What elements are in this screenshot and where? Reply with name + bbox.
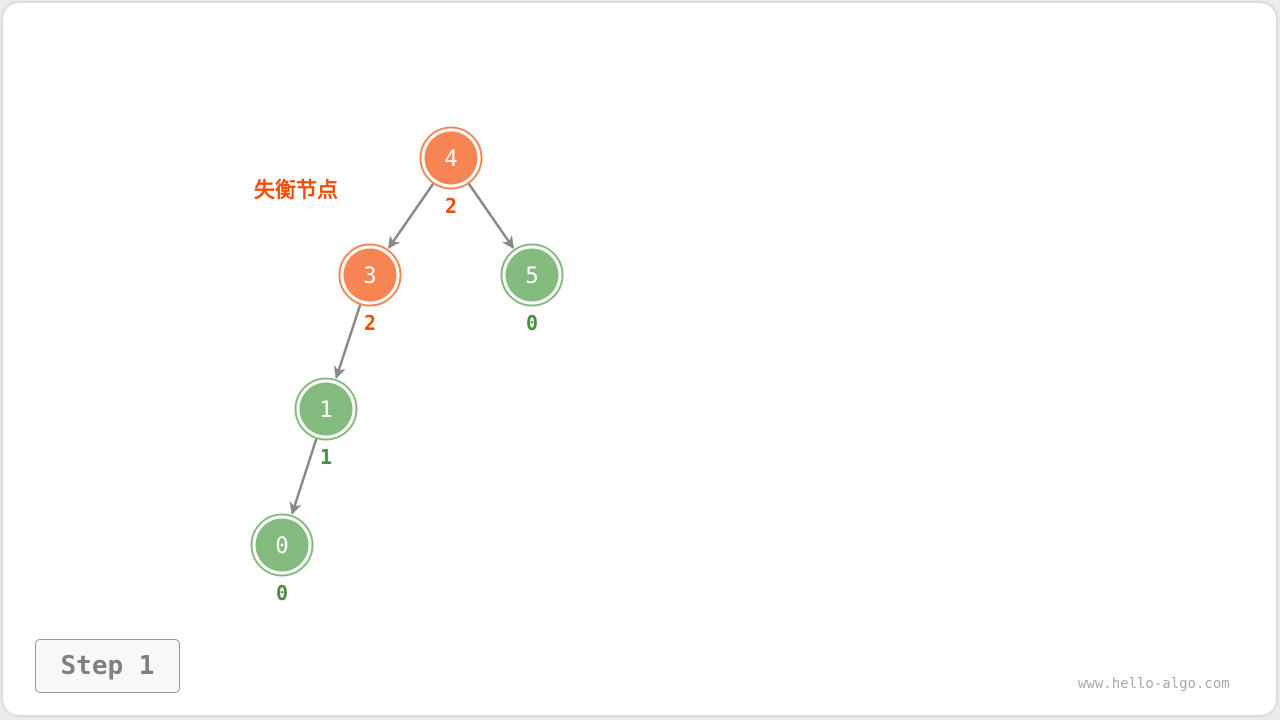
node-value: 5 bbox=[525, 264, 538, 289]
tree-node-4: 42 bbox=[419, 126, 483, 218]
node-height: 0 bbox=[526, 311, 538, 335]
node-value: 0 bbox=[275, 534, 288, 559]
node-value: 3 bbox=[363, 264, 376, 289]
watermark: www.hello-algo.com bbox=[1078, 676, 1230, 692]
node-circle bbox=[255, 518, 309, 572]
edge-n4-n3 bbox=[387, 182, 435, 249]
tree-node-1: 11 bbox=[294, 377, 358, 469]
tree-node-5: 50 bbox=[500, 243, 564, 335]
edge-n1-n0 bbox=[289, 438, 318, 515]
node-value: 4 bbox=[444, 147, 457, 172]
node-circle bbox=[343, 248, 397, 302]
tree-node-3: 32 bbox=[338, 243, 402, 335]
edge-n3-n1 bbox=[333, 304, 362, 379]
node-circle bbox=[505, 248, 559, 302]
step-button[interactable]: Step 1 bbox=[35, 639, 180, 693]
node-value: 1 bbox=[319, 398, 332, 423]
node-circle bbox=[424, 131, 478, 185]
tree-node-0: 00 bbox=[250, 513, 314, 605]
node-height: 0 bbox=[276, 581, 288, 605]
node-height: 1 bbox=[320, 445, 332, 469]
unbalanced-node-label: 失衡节点 bbox=[254, 178, 338, 202]
canvas-frame bbox=[3, 3, 1276, 715]
node-height: 2 bbox=[364, 311, 376, 335]
edge-n4-n5 bbox=[467, 182, 515, 249]
node-circle bbox=[299, 382, 353, 436]
node-height: 2 bbox=[445, 194, 457, 218]
